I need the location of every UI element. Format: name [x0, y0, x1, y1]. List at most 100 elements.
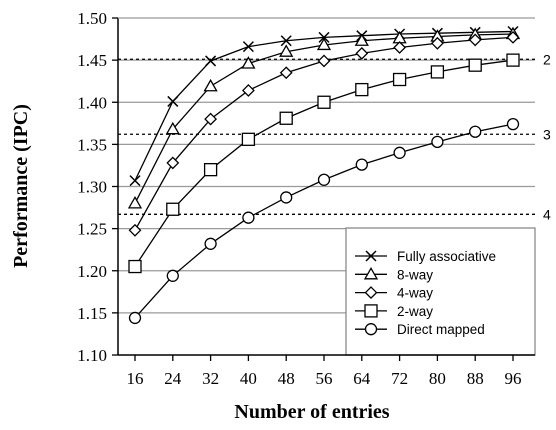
legend: Fully associative 8-way 4-way 2-way Direct m… — [345, 227, 536, 356]
marker-x — [242, 41, 254, 53]
x-tick-label: 16 — [127, 369, 144, 388]
marker-square — [364, 304, 378, 318]
marker-square — [355, 82, 369, 97]
legend-item: 2-way — [355, 304, 433, 319]
marker-circle — [355, 158, 368, 171]
y-tick-label: 1.15 — [77, 304, 107, 323]
marker-circle — [317, 173, 331, 186]
marker-diamond — [317, 54, 331, 68]
marker-diamond — [430, 36, 444, 50]
x-tick-label: 56 — [316, 369, 333, 388]
marker-circle — [280, 191, 293, 204]
marker-circle — [166, 269, 179, 282]
y-tick-label: 1.10 — [77, 346, 107, 365]
marker-square — [166, 202, 180, 216]
marker-diamond — [128, 223, 142, 237]
marker-triangle — [127, 196, 143, 209]
legend-item: Direct mapped — [355, 322, 485, 337]
x-tick-label: 72 — [391, 369, 408, 388]
legend-label: 2-way — [397, 304, 433, 319]
reference-lines: 2 3 4 — [118, 51, 551, 222]
tick-labels: 1.10 1.15 1.20 1.25 1.30 1.35 1.40 1.45 1.50 16 24… — [77, 9, 521, 388]
legend-item: Fully associative — [355, 249, 496, 264]
marker-triangle — [203, 78, 218, 92]
marker-circle — [364, 323, 378, 336]
marker-square — [241, 132, 256, 146]
marker-x — [365, 250, 377, 262]
legend-box — [345, 227, 536, 356]
marker-triangle — [279, 44, 294, 57]
x-tick-label: 24 — [164, 369, 182, 388]
marker-diamond — [468, 33, 482, 47]
marker-square — [468, 58, 482, 72]
legend-item: 4-way — [355, 286, 433, 301]
marker-triangle — [354, 33, 369, 46]
legend-item: 8-way — [355, 266, 433, 282]
marker-square — [128, 259, 142, 274]
marker-x — [318, 31, 330, 43]
marker-diamond — [241, 84, 255, 97]
legend-label: 8-way — [397, 267, 433, 282]
x-tick-label: 88 — [467, 369, 484, 388]
reference-label: 2 — [543, 51, 551, 67]
marker-diamond — [393, 41, 407, 54]
marker-triangle — [363, 266, 379, 280]
series-group — [127, 25, 521, 325]
marker-square — [430, 65, 445, 79]
y-tick-label: 1.40 — [77, 93, 107, 112]
marker-triangle — [165, 121, 180, 135]
marker-circle — [204, 237, 217, 250]
marker-stroke — [242, 41, 254, 53]
reference-label: 3 — [543, 126, 551, 142]
reference-label: 4 — [543, 206, 551, 222]
x-tick-label: 32 — [202, 369, 219, 388]
marker-diamond — [166, 156, 180, 170]
y-tick-label: 1.30 — [77, 178, 107, 197]
x-tick-label: 64 — [353, 369, 371, 388]
x-tick-label: 40 — [240, 369, 257, 388]
marker-stroke — [167, 95, 179, 107]
marker-triangle — [316, 37, 332, 51]
marker-stroke — [365, 250, 377, 262]
marker-diamond — [364, 286, 378, 300]
axes — [112, 17, 535, 361]
marker-stroke — [280, 35, 292, 47]
marker-stroke — [318, 31, 330, 43]
marker-square — [506, 53, 520, 67]
marker-circle — [431, 135, 444, 148]
marker-circle — [469, 125, 482, 138]
y-axis-title: Performance (IPC) — [10, 104, 32, 268]
y-tick-label: 1.45 — [77, 51, 107, 70]
series-2-way — [128, 53, 520, 274]
marker-square — [279, 111, 293, 125]
marker-circle — [128, 311, 142, 325]
marker-x — [280, 35, 292, 47]
marker-circle — [393, 146, 406, 159]
series-fully-associative — [129, 25, 519, 187]
series-4-way — [128, 30, 520, 237]
x-tick-label: 96 — [505, 369, 522, 388]
y-tick-label: 1.25 — [77, 220, 107, 239]
marker-diamond — [204, 112, 218, 126]
marker-x — [205, 55, 217, 67]
marker-diamond — [355, 46, 369, 60]
y-tick-label: 1.20 — [77, 262, 107, 281]
marker-diamond — [279, 66, 293, 80]
marker-diamond — [506, 30, 520, 44]
marker-stroke — [205, 55, 217, 67]
x-axis-title: Number of entries — [234, 401, 389, 423]
marker-x — [167, 95, 179, 107]
x-tick-label: 80 — [429, 369, 446, 388]
y-tick-label: 1.35 — [77, 135, 107, 154]
marker-x — [129, 175, 141, 187]
marker-circle — [506, 118, 520, 131]
legend-label: Direct mapped — [397, 322, 485, 337]
marker-circle — [242, 211, 255, 224]
series-direct-mapped — [128, 118, 520, 325]
marker-stroke — [129, 175, 141, 187]
y-tick-label: 1.50 — [77, 9, 107, 28]
marker-square — [203, 162, 218, 177]
legend-label: Fully associative — [397, 249, 496, 264]
legend-label: 4-way — [397, 286, 433, 301]
